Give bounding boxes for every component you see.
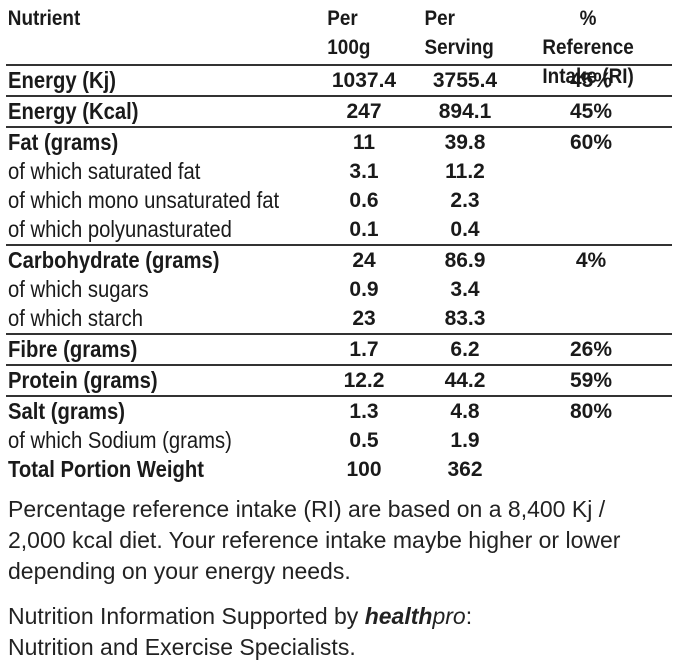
value-per-100g: 11 [352, 131, 376, 154]
table-row: of which sugars 0.9 3.4 [6, 275, 672, 304]
value-per-100g: 3.1 [349, 160, 379, 183]
nutrient-label: of which saturated fat [8, 158, 201, 184]
brand-name-light: pro [432, 603, 466, 629]
value-per-serving: 6.2 [450, 338, 480, 361]
value-reference-intake: 45% [569, 69, 613, 92]
supported-prefix: Nutrition Information Supported by [8, 603, 365, 629]
nutrient-label: Carbohydrate (grams) [8, 247, 220, 273]
header-per-serving: Per Serving [424, 7, 494, 59]
nutrient-label: of which mono unsaturated fat [8, 187, 280, 213]
nutrient-label: Protein (grams) [8, 367, 158, 393]
nutrition-table: Nutrient Per 100g Per Serving % Referenc… [6, 4, 672, 484]
table-row: Total Portion Weight 100 362 [6, 455, 672, 484]
nutrient-label: of which sugars [8, 276, 149, 302]
nutrient-label: of which polyunasturated [8, 216, 232, 242]
value-reference-intake: 80% [569, 400, 613, 423]
table-row: Energy (Kj) 1037.4 3755.4 45% [6, 64, 672, 95]
value-per-serving: 894.1 [438, 100, 492, 123]
supported-line2: Nutrition and Exercise Specialists. [8, 634, 356, 660]
value-per-100g: 23 [352, 307, 376, 330]
value-per-serving: 83.3 [444, 307, 486, 330]
nutrient-label: Energy (Kj) [8, 67, 116, 93]
supported-suffix: : [465, 603, 473, 629]
nutrient-label: Salt (grams) [8, 398, 125, 424]
value-per-serving: 44.2 [444, 369, 486, 392]
value-reference-intake: 45% [569, 100, 613, 123]
value-per-serving: 2.3 [450, 189, 480, 212]
value-per-100g: 1037.4 [331, 69, 397, 92]
value-per-serving: 3.4 [450, 278, 480, 301]
value-per-100g: 24 [352, 249, 376, 272]
value-per-100g: 0.1 [349, 218, 379, 241]
value-per-serving: 4.8 [450, 400, 480, 423]
table-row: Carbohydrate (grams) 24 86.9 4% [6, 244, 672, 275]
table-row: Salt (grams) 1.3 4.8 80% [6, 395, 672, 426]
table-header: Nutrient Per 100g Per Serving % Referenc… [6, 4, 634, 88]
value-reference-intake: 4% [575, 249, 607, 272]
value-reference-intake: 59% [569, 369, 613, 392]
value-per-100g: 0.6 [349, 189, 379, 212]
value-per-serving: 362 [447, 458, 483, 481]
table-row: Fibre (grams) 1.7 6.2 26% [6, 333, 672, 364]
supported-by-note: Nutrition Information Supported by healt… [8, 601, 668, 663]
value-reference-intake: 26% [569, 338, 613, 361]
header-reference-intake: % Reference Intake (RI) [542, 7, 634, 88]
value-per-100g: 100 [346, 458, 382, 481]
value-per-serving: 11.2 [445, 160, 485, 183]
nutrient-label: of which starch [8, 305, 143, 331]
table-row: of which saturated fat 3.1 11.2 [6, 157, 672, 186]
nutrient-label: Energy (Kcal) [8, 98, 139, 124]
table-row: Fat (grams) 11 39.8 60% [6, 126, 672, 157]
nutrient-label: Fat (grams) [8, 129, 119, 155]
value-per-100g: 247 [346, 100, 382, 123]
ri-note: Percentage reference intake (RI) are bas… [8, 496, 621, 584]
value-per-100g: 0.5 [349, 429, 379, 452]
nutrient-label: Total Portion Weight [8, 456, 205, 482]
value-per-100g: 0.9 [349, 278, 379, 301]
header-nutrient: Nutrient [7, 7, 81, 30]
table-row: Protein (grams) 12.2 44.2 59% [6, 364, 672, 395]
nutrient-label: Fibre (grams) [8, 336, 138, 362]
value-per-serving: 3755.4 [432, 69, 498, 92]
value-per-serving: 0.4 [450, 218, 480, 241]
table-body: Energy (Kj) 1037.4 3755.4 45% Energy (Kcal) 2… [6, 64, 672, 484]
value-per-100g: 1.3 [349, 400, 379, 423]
value-reference-intake: 60% [569, 131, 613, 154]
brand-name-bold: health [364, 603, 433, 629]
table-row: of which mono unsaturated fat 0.6 2.3 [6, 186, 672, 215]
value-per-serving: 86.9 [444, 249, 486, 272]
nutrient-label: of which Sodium (grams) [8, 427, 232, 453]
header-per-100g: Per 100g [327, 7, 371, 59]
table-row: Energy (Kcal) 247 894.1 45% [6, 95, 672, 126]
value-per-100g: 1.7 [349, 338, 379, 361]
table-row: of which Sodium (grams) 0.5 1.9 [6, 426, 672, 455]
value-per-serving: 39.8 [444, 131, 486, 154]
table-row: of which polyunasturated 0.1 0.4 [6, 215, 672, 244]
table-row: of which starch 23 83.3 [6, 304, 672, 333]
value-per-100g: 12.2 [343, 369, 385, 392]
value-per-serving: 1.9 [450, 429, 480, 452]
